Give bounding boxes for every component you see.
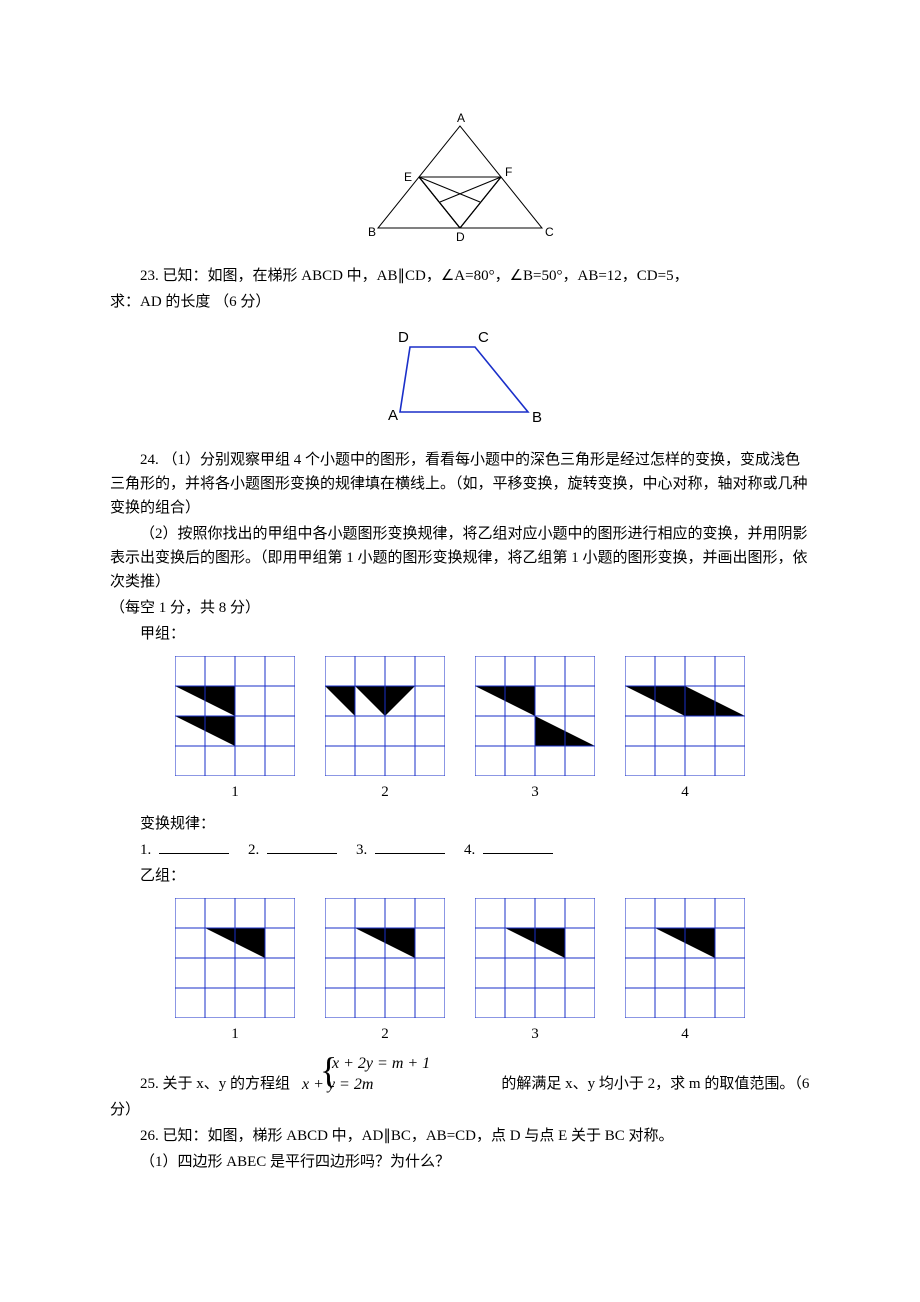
blank-3[interactable] — [375, 838, 445, 854]
grid-item — [475, 898, 595, 1018]
q25-prefix: 25. 关于 x、y 的方程组 — [110, 1072, 290, 1096]
label-B: B — [532, 409, 542, 426]
grid-caption: 2 — [325, 780, 445, 804]
triangle-diagram: A B C D E F — [360, 108, 560, 248]
figure-23: A B C D — [110, 322, 810, 440]
q24-p3: （每空 1 分，共 8 分） — [110, 596, 810, 620]
grid-caption: 4 — [625, 1022, 745, 1046]
grid-svg — [325, 898, 445, 1018]
label-D: D — [456, 230, 465, 244]
grid-caption: 1 — [175, 1022, 295, 1046]
grid-svg — [625, 656, 745, 776]
q25-equations: { x + 2y = m + 1 x + y = 2m — [290, 1054, 430, 1096]
q23-line1: 23. 已知：如图，在梯形 ABCD 中，AB∥CD，∠A=80°，∠B=50°… — [110, 264, 810, 288]
q24-rule-label: 变换规律： — [110, 812, 810, 836]
grid-caption: 3 — [475, 780, 595, 804]
rule-2: 2. — [248, 842, 263, 858]
q23-line2: 求：AD 的长度 （6 分） — [110, 290, 810, 314]
label-D: D — [398, 329, 409, 346]
jia-captions: 1 2 3 4 — [110, 780, 810, 804]
q25-suffix: 的解满足 x、y 均小于 2，求 m 的取值范围。（6 — [471, 1072, 809, 1096]
q26-line1: 26. 已知：如图，梯形 ABCD 中，AD∥BC，AB=CD，点 D 与点 E… — [110, 1124, 810, 1148]
grid-svg — [175, 898, 295, 1018]
grid-item — [325, 898, 445, 1018]
rule-3: 3. — [356, 842, 371, 858]
grid-item — [175, 656, 295, 776]
label-C: C — [478, 329, 489, 346]
page: A B C D E F 23. 已知：如图，在梯形 ABCD 中，AB∥CD，∠… — [0, 0, 920, 1302]
q24-yi-label: 乙组： — [110, 864, 810, 888]
q24-p1: 24. （1）分别观察甲组 4 个小题中的图形，看看每小题中的深色三角形是经过怎… — [110, 448, 810, 520]
grid-caption: 1 — [175, 780, 295, 804]
label-E: E — [404, 170, 412, 184]
label-B: B — [368, 225, 376, 239]
rule-1: 1. — [140, 842, 155, 858]
grid-caption: 3 — [475, 1022, 595, 1046]
grid-svg — [475, 898, 595, 1018]
label-F: F — [505, 165, 512, 179]
q25-line1: 25. 关于 x、y 的方程组 { x + 2y = m + 1 x + y =… — [110, 1054, 810, 1096]
grid-svg — [475, 656, 595, 776]
grid-svg — [175, 656, 295, 776]
q24-p2: （2）按照你找出的甲组中各小题图形变换规律，将乙组对应小题中的图形进行相应的变换… — [110, 522, 810, 594]
q25-eq1: x + 2y = m + 1 — [332, 1055, 430, 1072]
grid-svg — [625, 898, 745, 1018]
grid-caption: 2 — [325, 1022, 445, 1046]
q26-line2: （1）四边形 ABEC 是平行四边形吗？为什么？ — [110, 1150, 810, 1174]
figure-22: A B C D E F — [110, 108, 810, 256]
grid-caption: 4 — [625, 780, 745, 804]
label-A: A — [457, 111, 465, 125]
grid-item — [325, 656, 445, 776]
label-A: A — [388, 407, 398, 424]
jia-grids — [110, 656, 810, 776]
rule-4: 4. — [464, 842, 479, 858]
blank-2[interactable] — [267, 838, 337, 854]
label-C: C — [545, 225, 554, 239]
yi-captions: 1 2 3 4 — [110, 1022, 810, 1046]
trapezoid-diagram: A B C D — [360, 322, 560, 432]
blank-4[interactable] — [483, 838, 553, 854]
grid-item — [475, 656, 595, 776]
q24-rules: 1. 2. 3. 4. — [110, 838, 810, 862]
grid-item — [625, 898, 745, 1018]
grid-item — [625, 656, 745, 776]
yi-grids — [110, 898, 810, 1018]
grid-svg — [325, 656, 445, 776]
q25-line2: 分） — [110, 1098, 810, 1122]
grid-item — [175, 898, 295, 1018]
blank-1[interactable] — [159, 838, 229, 854]
q24-jia-label: 甲组： — [110, 622, 810, 646]
